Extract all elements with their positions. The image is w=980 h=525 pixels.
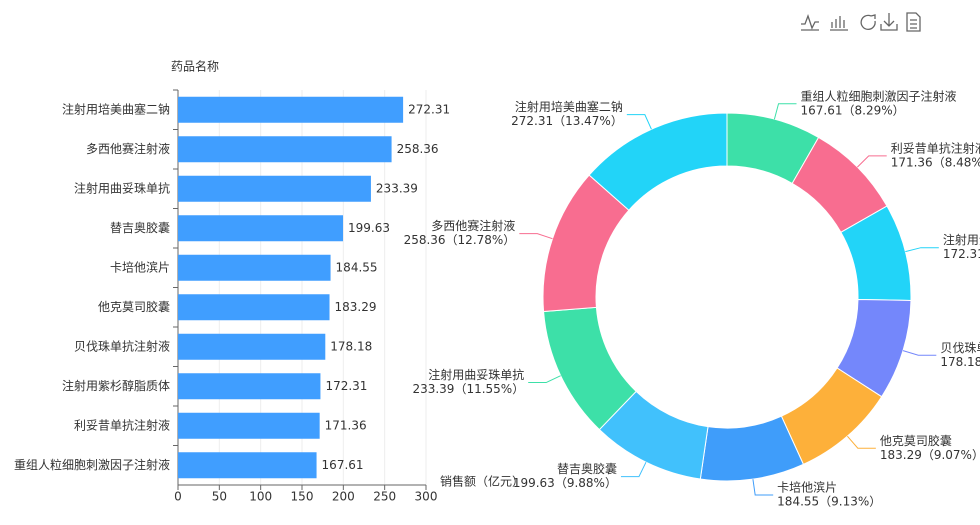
bar-value-label: 172.31: [325, 379, 367, 393]
slice-value-label: 183.29（9.07%）: [880, 448, 980, 462]
bar: [178, 452, 317, 479]
tool-data-view[interactable]: [906, 12, 921, 32]
slice-value-label: 178.18（8.82%）: [940, 355, 980, 369]
tool-bar[interactable]: [830, 16, 848, 31]
leader-line: [902, 350, 937, 356]
slice-value-label: 172.31（8.53%）: [943, 247, 980, 261]
bar-value-label: 184.55: [336, 260, 378, 274]
tool-download[interactable]: [880, 13, 898, 31]
slice-label: 注射用曲妥珠单抗: [428, 367, 524, 382]
donut-slice: [588, 112, 728, 211]
x-tick-label: 200: [332, 490, 355, 504]
y-tick-label: 他克莫司胶囊: [98, 299, 170, 314]
y-tick-label: 注射用紫杉醇脂质体: [62, 378, 170, 393]
bar-value-label: 258.36: [397, 142, 439, 156]
bar-value-label: 233.39: [376, 181, 418, 195]
y-tick-label: 重组人粒细胞刺激因子注射液: [14, 457, 170, 472]
bar: [178, 373, 321, 400]
tool-restore[interactable]: [860, 14, 876, 30]
y-axis-title: 药品名称: [171, 59, 219, 74]
leader-line: [620, 461, 647, 478]
bar-value-label: 199.63: [348, 221, 390, 235]
bar-value-label: 171.36: [325, 418, 367, 432]
slice-label: 多西他赛注射液: [431, 218, 515, 233]
bar-value-label: 178.18: [330, 339, 372, 353]
y-tick-label: 利妥昔单抗注射液: [74, 417, 170, 432]
leader-line: [519, 233, 553, 240]
slice-label: 注射用培美曲塞二钠: [515, 99, 623, 114]
slice-label: 利妥昔单抗注射液: [891, 140, 980, 155]
slice-value-label: 199.63（9.88%）: [513, 476, 617, 490]
y-tick-label: 卡培他滨片: [110, 259, 170, 274]
slice-value-label: 233.39（11.55%）: [412, 382, 524, 396]
slice-label: 注射用紫杉醇脂质体: [943, 232, 980, 247]
slice-value-label: 167.61（8.29%）: [801, 103, 905, 117]
slice-value-label: 171.36（8.48%）: [891, 155, 980, 169]
bar: [178, 412, 320, 439]
x-axis-title: 销售额（亿元）: [440, 474, 524, 489]
bar-value-label: 272.31: [408, 102, 450, 116]
bar-value-label: 167.61: [322, 458, 364, 472]
slice-label: 贝伐珠单抗注射液: [940, 340, 980, 355]
bar-value-label: 183.29: [335, 300, 377, 314]
slice-value-label: 272.31（13.47%）: [511, 114, 623, 128]
slice-label: 卡培他滨片: [777, 480, 837, 495]
bar: [178, 136, 392, 163]
y-tick-label: 注射用曲妥珠单抗: [74, 180, 170, 195]
y-tick-label: 注射用培美曲塞二钠: [62, 101, 170, 116]
slice-label: 替吉奥胶囊: [557, 461, 617, 476]
x-tick-label: 100: [249, 490, 272, 504]
leader-line: [752, 479, 774, 496]
slice-value-label: 258.36（12.78%）: [404, 233, 516, 247]
bar: [178, 215, 344, 242]
bar: [178, 294, 330, 321]
slice-label: 重组人粒细胞刺激因子注射液: [801, 88, 957, 103]
leader-line: [847, 435, 876, 449]
y-tick-label: 贝伐珠单抗注射液: [74, 338, 170, 353]
x-tick-label: 150: [291, 490, 314, 504]
slice-value-label: 184.55（9.13%）: [777, 495, 881, 509]
leader-line: [905, 247, 939, 253]
x-tick-label: 0: [174, 490, 182, 504]
y-tick-label: 多西他赛注射液: [86, 141, 170, 156]
leader-line: [528, 375, 561, 384]
bar: [178, 175, 371, 202]
x-tick-label: 250: [373, 490, 396, 504]
x-tick-label: 50: [212, 490, 227, 504]
bar: [178, 333, 326, 360]
x-tick-label: 300: [415, 490, 438, 504]
leader-line: [773, 103, 797, 120]
tool-line[interactable]: [801, 14, 819, 31]
leader-line: [857, 155, 887, 168]
bar: [178, 254, 331, 281]
y-tick-label: 替吉奥胶囊: [110, 220, 170, 235]
slice-label: 他克莫司胶囊: [880, 433, 952, 448]
bar: [178, 96, 404, 123]
toolbox[interactable]: [801, 12, 921, 32]
leader-line: [626, 114, 652, 130]
